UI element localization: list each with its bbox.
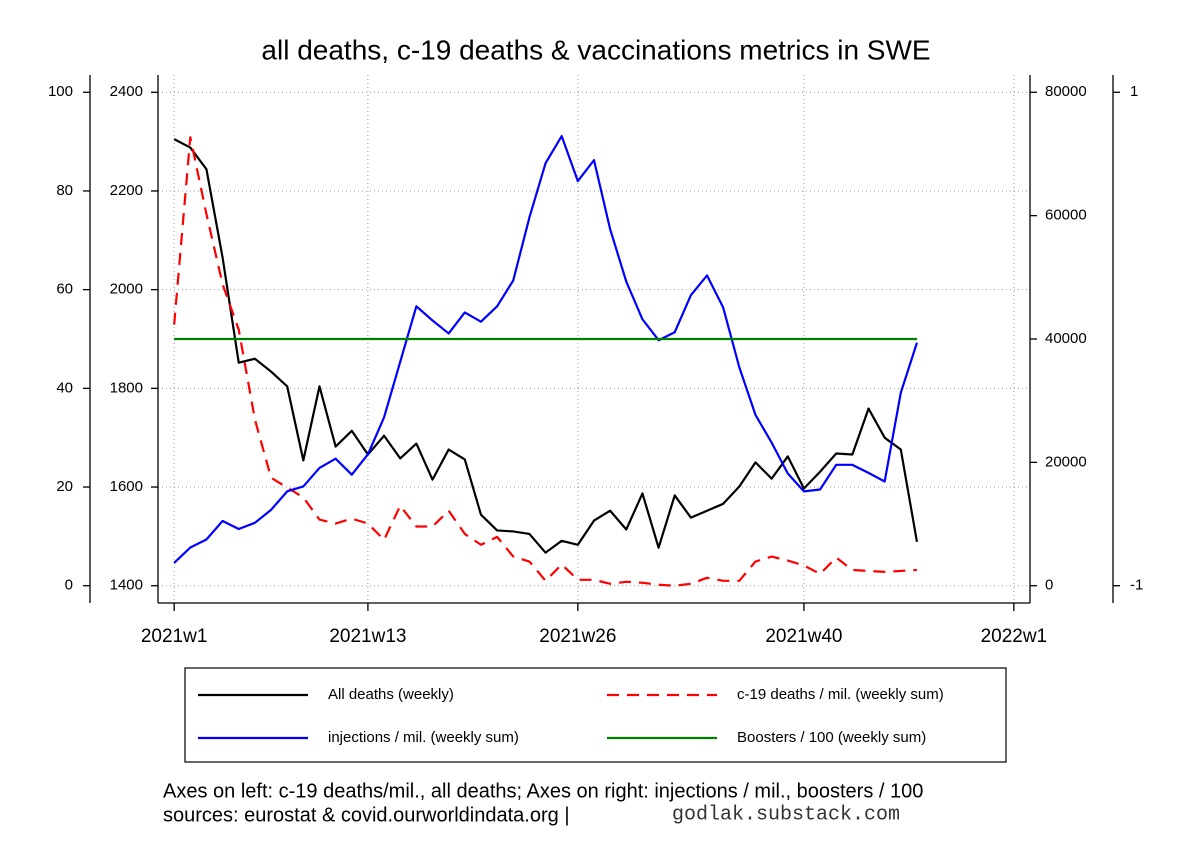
legend-label: injections / mil. (weekly sum) bbox=[328, 729, 519, 746]
y-tick-label: 2400 bbox=[110, 83, 143, 100]
x-tick-label: 2021w40 bbox=[765, 626, 842, 647]
y-tick-label: 60000 bbox=[1045, 207, 1087, 224]
footnote: Axes on left: c-19 deaths/mil., all deat… bbox=[163, 780, 923, 802]
y-tick-label: 2200 bbox=[110, 182, 143, 199]
y-tick-label: 100 bbox=[48, 83, 73, 100]
y-tick-label: 20000 bbox=[1045, 453, 1087, 470]
y-tick-label: 20 bbox=[56, 478, 73, 495]
series-line bbox=[173, 136, 918, 587]
y-tick-label: 60 bbox=[56, 281, 73, 298]
x-tick-label: 2022w1 bbox=[981, 626, 1048, 647]
legend-box bbox=[184, 667, 1007, 763]
x-tick-label: 2021w13 bbox=[329, 626, 406, 647]
legend-label: c-19 deaths / mil. (weekly sum) bbox=[737, 686, 944, 703]
y-tick-label: 1800 bbox=[110, 379, 143, 396]
y-tick-label: 2000 bbox=[110, 281, 143, 298]
y-tick-label: 40000 bbox=[1045, 330, 1087, 347]
chart-title: all deaths, c-19 deaths & vaccinations m… bbox=[261, 34, 930, 65]
x-tick-label: 2021w26 bbox=[539, 626, 616, 647]
series-line bbox=[173, 138, 919, 554]
y-tick-label: 40 bbox=[56, 379, 73, 396]
legend-label: All deaths (weekly) bbox=[328, 686, 454, 703]
legend-label: Boosters / 100 (weekly sum) bbox=[737, 729, 926, 746]
y-tick-label: 0 bbox=[65, 577, 73, 594]
footnote: sources: eurostat & covid.ourworldindata… bbox=[163, 804, 570, 826]
y-tick-label: 1400 bbox=[110, 577, 143, 594]
y-tick-label: 0 bbox=[1045, 577, 1053, 594]
footnote-link: godlak.substack.com bbox=[672, 803, 900, 826]
y-tick-label: 80000 bbox=[1045, 83, 1087, 100]
y-tick-label: -1 bbox=[1130, 577, 1143, 594]
x-tick-label: 2021w1 bbox=[141, 626, 208, 647]
y-tick-label: 1600 bbox=[110, 478, 143, 495]
y-tick-label: 1 bbox=[1130, 83, 1138, 100]
series-line bbox=[173, 134, 919, 564]
y-tick-label: 80 bbox=[56, 182, 73, 199]
